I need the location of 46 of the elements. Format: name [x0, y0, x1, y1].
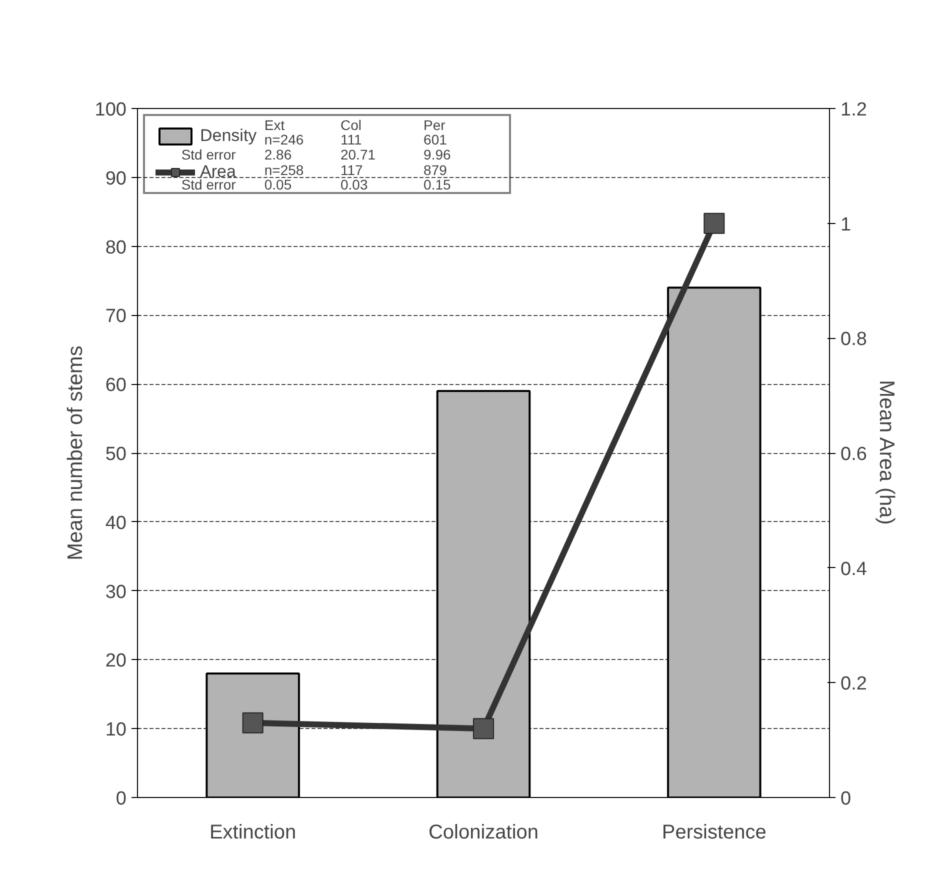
annotation: Ext [264, 117, 285, 134]
y2-tick-label: 0.6 [840, 444, 867, 465]
legend-label: Density [200, 126, 257, 145]
annotation: 601 [424, 132, 448, 148]
y-tick-label: 60 [105, 375, 127, 396]
bar [667, 286, 762, 798]
y-axis-title: Mean number of stems [64, 346, 87, 560]
y-tick-label: 30 [105, 582, 127, 603]
y2-tick-label: 0 [840, 788, 852, 810]
point [473, 718, 494, 740]
y2-tick-label: 1 [840, 214, 852, 236]
annotation: Col [340, 117, 362, 134]
point [704, 212, 725, 234]
y2-tick-label: 0.2 [840, 674, 867, 695]
annotation: n=246 [264, 132, 304, 148]
y-tick-label: 100 [94, 100, 126, 120]
y-tick-label: 90 [105, 168, 127, 190]
annotation: 2.86 [264, 146, 292, 163]
x-tick-label: Colonization [428, 822, 539, 844]
bar [436, 390, 531, 798]
y-tick-label: 20 [105, 650, 127, 672]
y-tick-label: 70 [105, 306, 127, 328]
annotation: 20.71 [340, 146, 376, 163]
y2-axis-title: Mean Area (ha) [874, 380, 898, 525]
annotation: 0.05 [264, 176, 292, 192]
y-tick-label: 80 [105, 237, 127, 258]
y2-tick-label: 1.2 [840, 100, 867, 120]
annotation: Std error [181, 146, 236, 163]
bar [206, 672, 300, 798]
y-tick-label: 50 [105, 444, 127, 465]
y2-tick-label: 0.8 [840, 329, 867, 350]
x-tick-label: Extinction [209, 822, 296, 844]
annotation: Per [424, 117, 446, 134]
annotation: 0.03 [340, 176, 368, 192]
point [242, 712, 264, 734]
annotation: 111 [340, 132, 362, 148]
annotation: 9.96 [424, 146, 451, 163]
y-tick-label: 10 [105, 720, 127, 741]
y2-tick-label: 0.4 [840, 558, 868, 580]
annotation: 879 [424, 162, 448, 178]
annotation: 0.15 [424, 176, 451, 192]
annotation: 117 [340, 162, 364, 178]
x-tick-label: Persistence [662, 822, 766, 844]
y-tick-label: 0 [116, 788, 127, 810]
y-tick-label: 40 [105, 512, 127, 534]
annotation: n=258 [264, 162, 304, 178]
